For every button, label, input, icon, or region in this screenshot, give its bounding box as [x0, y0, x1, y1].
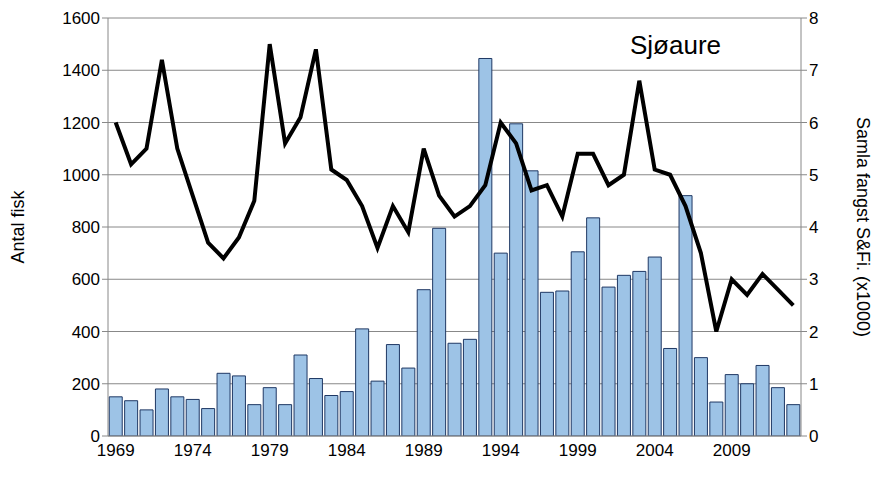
svg-text:0: 0: [809, 427, 818, 446]
svg-text:1999: 1999: [559, 441, 597, 460]
svg-text:1200: 1200: [62, 114, 100, 133]
svg-text:400: 400: [72, 323, 100, 342]
svg-text:5: 5: [809, 166, 818, 185]
svg-text:1989: 1989: [405, 441, 443, 460]
svg-text:1969: 1969: [97, 441, 135, 460]
svg-text:1984: 1984: [328, 441, 366, 460]
svg-text:1000: 1000: [62, 166, 100, 185]
svg-text:2004: 2004: [636, 441, 674, 460]
svg-text:600: 600: [72, 270, 100, 289]
svg-text:Antal fisk: Antal fisk: [8, 189, 28, 263]
svg-text:7: 7: [809, 61, 818, 80]
svg-text:3: 3: [809, 270, 818, 289]
svg-text:2: 2: [809, 323, 818, 342]
svg-text:1: 1: [809, 375, 818, 394]
svg-text:4: 4: [809, 218, 818, 237]
svg-text:2009: 2009: [713, 441, 751, 460]
svg-text:1979: 1979: [251, 441, 289, 460]
svg-text:200: 200: [72, 375, 100, 394]
svg-text:8: 8: [809, 9, 818, 28]
html-text:Sjøaure: Sjøaure: [630, 30, 721, 60]
svg-text:800: 800: [72, 218, 100, 237]
svg-text:1974: 1974: [174, 441, 212, 460]
svg-text:1600: 1600: [62, 9, 100, 28]
svg-text:Samla fangst S&Fi. (x1000): Samla fangst S&Fi. (x1000): [853, 117, 871, 337]
svg-text:1400: 1400: [62, 61, 100, 80]
svg-text:0: 0: [91, 427, 100, 446]
svg-text:6: 6: [809, 114, 818, 133]
svg-text:1994: 1994: [482, 441, 520, 460]
